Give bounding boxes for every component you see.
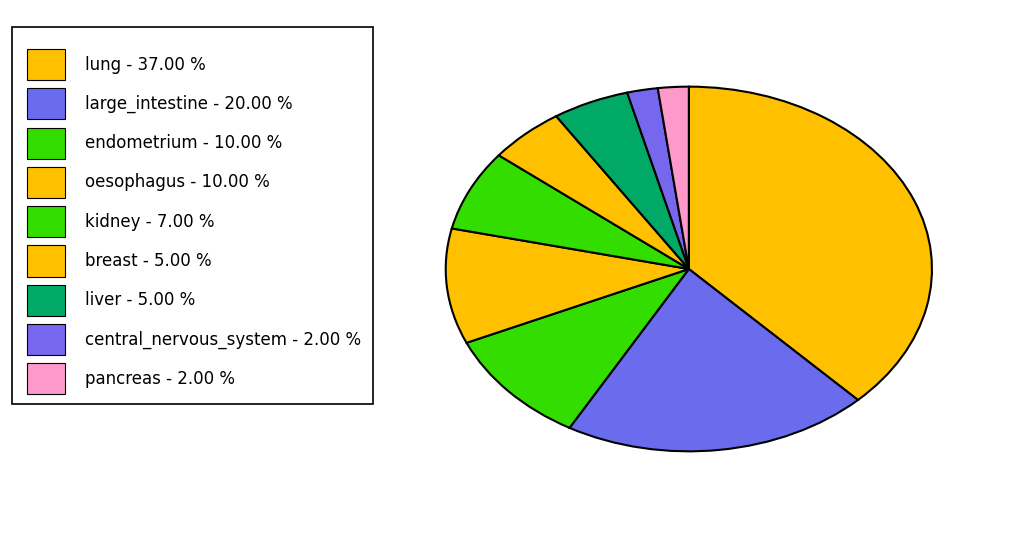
- Wedge shape: [452, 155, 689, 269]
- Text: central_nervous_system - 2.00 %: central_nervous_system - 2.00 %: [85, 330, 361, 349]
- Wedge shape: [627, 88, 689, 269]
- Text: kidney - 7.00 %: kidney - 7.00 %: [85, 213, 214, 231]
- Wedge shape: [689, 87, 932, 400]
- FancyBboxPatch shape: [27, 324, 66, 355]
- FancyBboxPatch shape: [27, 285, 66, 316]
- Text: pancreas - 2.00 %: pancreas - 2.00 %: [85, 370, 235, 388]
- FancyBboxPatch shape: [11, 27, 374, 403]
- Text: large_intestine - 20.00 %: large_intestine - 20.00 %: [85, 95, 293, 113]
- Wedge shape: [569, 269, 858, 451]
- Wedge shape: [498, 116, 689, 269]
- FancyBboxPatch shape: [27, 167, 66, 198]
- FancyBboxPatch shape: [27, 128, 66, 159]
- FancyBboxPatch shape: [27, 49, 66, 80]
- Text: liver - 5.00 %: liver - 5.00 %: [85, 291, 194, 309]
- Text: oesophagus - 10.00 %: oesophagus - 10.00 %: [85, 173, 269, 192]
- Text: lung - 37.00 %: lung - 37.00 %: [85, 55, 206, 74]
- Wedge shape: [446, 229, 689, 343]
- Wedge shape: [556, 93, 689, 269]
- FancyBboxPatch shape: [27, 206, 66, 237]
- FancyBboxPatch shape: [27, 363, 66, 394]
- FancyBboxPatch shape: [27, 88, 66, 119]
- Wedge shape: [467, 269, 689, 428]
- FancyBboxPatch shape: [27, 245, 66, 277]
- Text: endometrium - 10.00 %: endometrium - 10.00 %: [85, 134, 282, 152]
- Text: breast - 5.00 %: breast - 5.00 %: [85, 252, 212, 270]
- Wedge shape: [657, 87, 689, 269]
